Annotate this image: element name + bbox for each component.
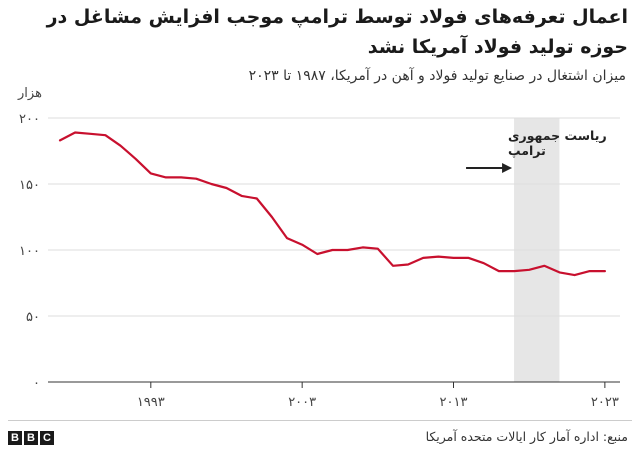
x-tick-label: ۲۰۱۳ <box>440 395 468 410</box>
x-tick-label: ۲۰۲۳ <box>591 395 619 410</box>
footer-divider <box>8 420 632 421</box>
chart-footer: B B C منبع: اداره آمار کار ایالات متحده … <box>0 420 640 462</box>
employment-series-line <box>58 131 607 277</box>
bbc-logo: B B C <box>8 431 54 445</box>
annotation-arrow-head <box>502 163 513 173</box>
bbc-logo-letter: C <box>40 431 54 445</box>
y-tick-label: ۱۵۰ <box>19 178 40 193</box>
line-chart: هزار ۰ ۵۰ ۱۰۰ ۱۵۰ ۲۰۰ ۱۹۹۳ ۲۰۰۳ ۲۰۱۳ ۲۰۲۳ ریاست … <box>17 86 620 410</box>
bbc-logo-letter: B <box>8 431 22 445</box>
x-tick-label: ۱۹۹۳ <box>137 395 165 410</box>
trump-term-label: ریاست جمهوری <box>508 128 607 143</box>
bbc-logo-letter: B <box>24 431 38 445</box>
y-tick-label: ۲۰۰ <box>19 112 40 127</box>
y-tick-label: ۵۰ <box>26 310 40 325</box>
y-tick-label: ۰ <box>33 376 40 391</box>
trump-term-label: ترامپ <box>508 143 546 158</box>
x-tick-label: ۲۰۰۳ <box>288 395 316 410</box>
y-tick-label: ۱۰۰ <box>19 244 40 259</box>
chart-subtitle: میزان اشتغال در صنایع تولید فولاد و آهن … <box>248 68 626 84</box>
source-note: منبع: اداره آمار کار ایالات متحده آمریکا <box>425 429 628 444</box>
chart-title: اعمال تعرفه‌های فولاد توسط ترامپ موجب اف… <box>46 6 628 58</box>
y-axis-unit-label: هزار <box>17 86 42 101</box>
